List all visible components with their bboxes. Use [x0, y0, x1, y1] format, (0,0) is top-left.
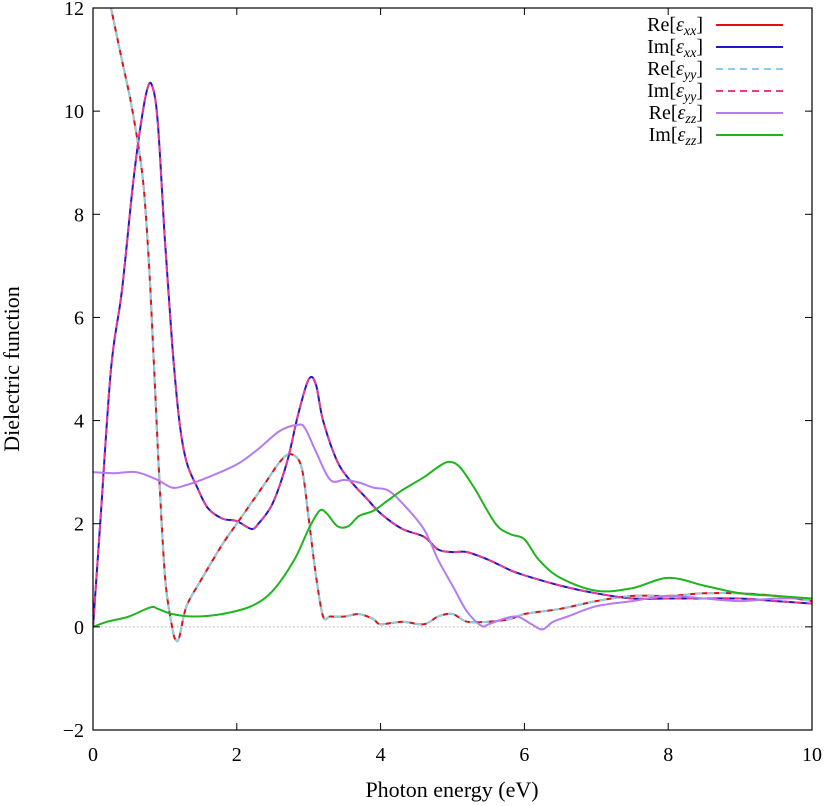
legend: Re[εxx]Im[εxx]Re[εyy]Im[εyy]Re[εzz]Im[εz…: [647, 14, 783, 149]
legend-label: Re[εzz]: [649, 102, 703, 127]
legend-label: Im[εyy]: [647, 80, 703, 105]
y-tick-label: 8: [74, 204, 84, 226]
y-tick-label: 6: [74, 307, 84, 329]
y-axis-label: Dielectric function: [0, 286, 24, 452]
y-tick-label: 12: [64, 0, 84, 20]
y-tick-label: 2: [74, 514, 84, 536]
series-re-eps-zz: [93, 423, 812, 631]
legend-label: Re[εxx]: [647, 14, 703, 39]
series-im-eps-xx: [93, 81, 812, 627]
series-re-eps-xx: [110, 8, 812, 643]
x-tick-label: 10: [802, 744, 822, 766]
x-tick-label: 4: [376, 744, 386, 766]
plot-frame: [92, 7, 813, 731]
x-tick-label: 8: [663, 744, 673, 766]
x-tick-label: 6: [519, 744, 529, 766]
series-re-eps-yy: [110, 8, 812, 643]
series-im-eps-zz: [93, 460, 812, 628]
y-tick-label: 4: [74, 411, 84, 433]
legend-label: Im[εxx]: [647, 36, 703, 61]
series-layer: [93, 8, 812, 643]
legend-label: Im[εzz]: [649, 124, 703, 149]
x-tick-label: 0: [88, 744, 98, 766]
x-axis-label: Photon energy (eV): [365, 777, 538, 802]
legend-label: Re[εyy]: [647, 58, 703, 83]
y-tick-label: 0: [74, 617, 84, 639]
series-im-eps-yy: [93, 81, 812, 627]
y-tick-label: 10: [64, 101, 84, 123]
x-tick-label: 2: [232, 744, 242, 766]
y-tick-label: −2: [63, 720, 84, 742]
